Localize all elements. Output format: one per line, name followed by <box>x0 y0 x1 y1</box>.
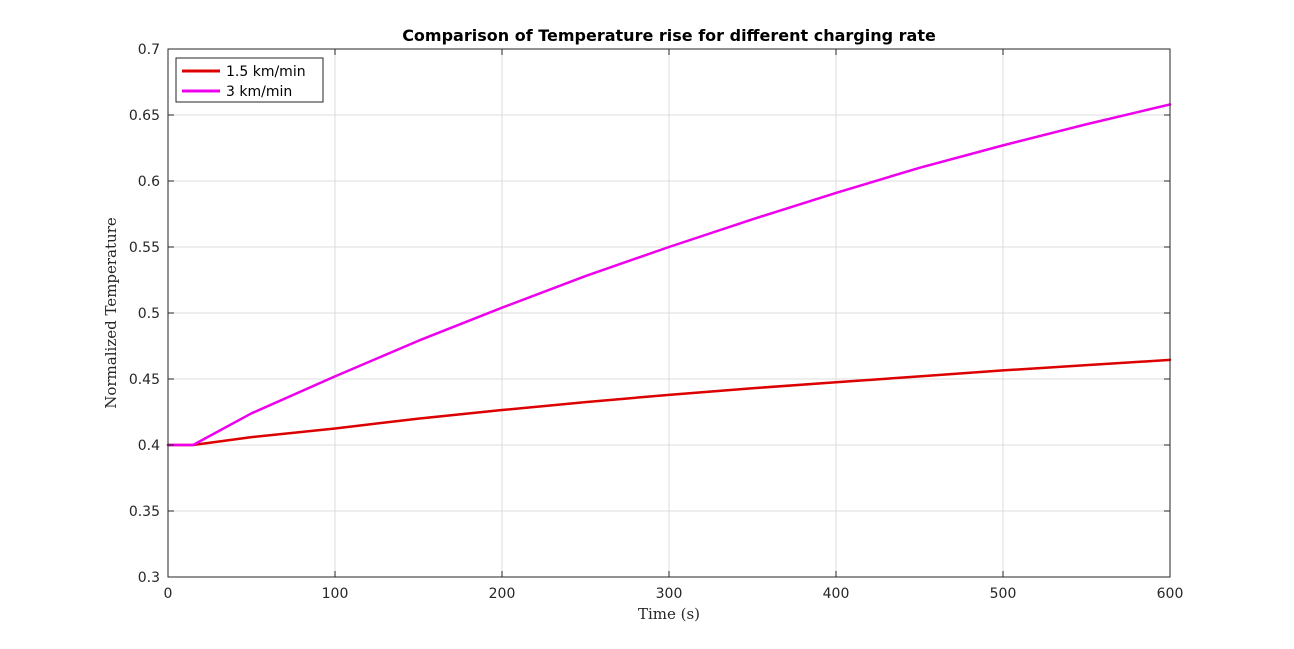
x-tick-label: 300 <box>656 586 683 602</box>
series-line-1-5-km-min <box>166 358 1172 447</box>
y-tick-label: 0.35 <box>129 504 160 520</box>
legend-label-1-5-km-min: 1.5 km/min <box>226 64 306 80</box>
x-tick-label: 100 <box>322 586 349 602</box>
y-tick-label: 0.3 <box>138 570 160 586</box>
x-tick-label: 600 <box>1157 586 1184 602</box>
y-tick-label: 0.55 <box>129 240 160 256</box>
x-tick-label: 0 <box>164 586 173 602</box>
x-axis-label: Time (s) <box>638 605 700 623</box>
y-tick-label: 0.65 <box>129 108 160 124</box>
y-tick-label: 0.5 <box>138 306 160 322</box>
y-tick-label: 0.7 <box>138 42 160 58</box>
x-tick-label: 200 <box>489 586 516 602</box>
series-layer <box>166 103 1172 447</box>
chart-title: Comparison of Temperature rise for diffe… <box>402 26 936 45</box>
x-tick-label: 500 <box>990 586 1017 602</box>
y-axis-label: Normalized Temperature <box>102 217 120 409</box>
x-tick-label: 400 <box>823 586 850 602</box>
y-tick-label: 0.45 <box>129 372 160 388</box>
ticks <box>167 48 1171 578</box>
legend-label-3-km-min: 3 km/min <box>226 84 292 100</box>
series-line-3-km-min <box>166 103 1172 447</box>
tick-labels: 0 100 200 300 400 500 600 0.3 0.35 0.4 0.45 0.5 0.55… <box>129 42 1184 602</box>
legend-box <box>175 57 324 103</box>
y-tick-label: 0.4 <box>138 438 160 454</box>
legend: 1.5 km/min 3 km/min <box>175 57 324 103</box>
y-tick-label: 0.6 <box>138 174 160 190</box>
